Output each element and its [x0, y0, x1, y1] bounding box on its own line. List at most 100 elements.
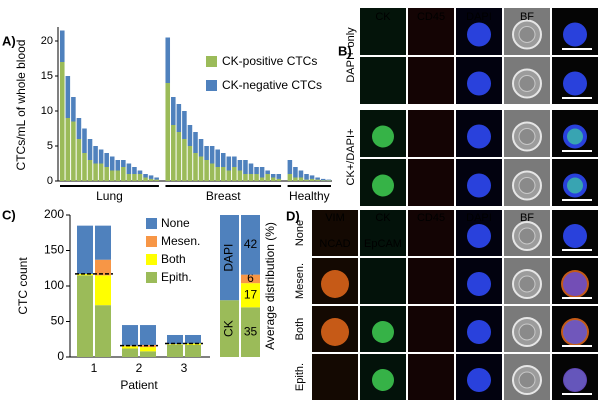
bar-segment: [198, 139, 204, 157]
y-axis-label: Average distribution (%): [263, 222, 277, 350]
bar-segment: [220, 153, 226, 167]
y-tick-label: 20: [41, 35, 53, 47]
stained-cell: [563, 368, 587, 392]
bar-segment: [254, 174, 259, 181]
row-label: Mesen.: [294, 263, 306, 299]
micrograph: [312, 354, 358, 400]
bar-segment: [122, 346, 138, 349]
bar-segment: [226, 170, 232, 181]
legend-label: CK-negative CTCs: [222, 78, 322, 92]
stained-cell: [563, 71, 587, 96]
bar-segment: [326, 179, 332, 181]
stained-cell: [467, 173, 491, 198]
column-header: BF: [520, 212, 534, 224]
legend-swatch: [146, 272, 157, 283]
column-header: CD45: [417, 212, 445, 224]
legend-swatch: [146, 218, 157, 229]
bar-segment: [148, 178, 154, 181]
bar-segment: [60, 30, 65, 62]
bar-segment: [309, 175, 315, 179]
bar-segment: [82, 153, 87, 181]
stained-cell: [467, 71, 491, 96]
bar-segment: [109, 170, 115, 181]
bar-segment: [165, 37, 171, 83]
bar-segment: [226, 156, 232, 171]
bar-segment: [171, 125, 176, 181]
row-label: Both: [294, 318, 306, 341]
bar-segment: [265, 170, 270, 174]
bar-segment: [220, 215, 239, 301]
bar-segment: [209, 163, 215, 181]
bar-segment: [76, 139, 82, 181]
bar-segment: [148, 175, 154, 179]
bar-segment: [95, 225, 111, 260]
legend-label: Epith.: [161, 270, 192, 284]
column-header: DAPI: [466, 212, 492, 224]
micrograph: [360, 57, 406, 104]
bar-segment: [209, 146, 215, 164]
bar-segment: [77, 225, 93, 274]
bar-segment: [270, 177, 276, 181]
y-tick-label: 50: [51, 314, 65, 328]
y-tick-label: 0: [47, 175, 53, 187]
bar-segment: [98, 163, 104, 181]
bar-segment: [182, 139, 187, 181]
bar-segment: [167, 344, 183, 345]
bar-segment: [185, 344, 201, 357]
bar-segment: [193, 132, 198, 153]
column-header: CD45: [417, 11, 445, 23]
micrograph: [360, 210, 406, 256]
stained-cell: [563, 272, 587, 296]
bar-segment: [204, 160, 209, 181]
cell-inner: [518, 177, 536, 194]
bar-segment: [137, 170, 143, 174]
micrograph: [408, 159, 454, 206]
cell-inner: [518, 26, 536, 43]
y-tick-label: 150: [44, 243, 64, 257]
bar-segment: [143, 177, 148, 181]
bar-segment: [140, 351, 156, 357]
bar-segment: [95, 305, 111, 357]
cell-inner: [518, 128, 536, 145]
bar-segment: [93, 146, 98, 164]
stained-cell: [563, 224, 587, 248]
value-label: 17: [244, 287, 258, 301]
bar-segment: [87, 139, 93, 160]
bar-segment: [95, 275, 111, 306]
column-header: BF: [520, 11, 534, 23]
x-axis-label: Patient: [120, 378, 158, 392]
bar-segment: [132, 174, 137, 181]
column-header: CK: [375, 11, 391, 23]
bar-segment: [143, 174, 148, 178]
micrograph: [408, 110, 454, 157]
bar-segment: [115, 170, 121, 181]
stained-cell: [467, 224, 491, 248]
y-tick-label: 10: [41, 105, 53, 117]
stained-cell: [467, 124, 491, 149]
bar-segment: [293, 177, 298, 181]
bar-segment: [140, 347, 156, 352]
group-label: Healthy: [289, 189, 330, 203]
stained-cell: [467, 368, 491, 392]
bar-segment: [71, 97, 76, 122]
bar-segment: [215, 167, 220, 181]
stained-cell: [321, 270, 349, 298]
bar-segment: [259, 177, 265, 181]
bar-segment: [320, 178, 326, 181]
bar-segment: [232, 156, 237, 167]
stained-cell: [567, 128, 583, 145]
stained-cell: [372, 369, 394, 391]
bar-segment: [121, 167, 126, 181]
legend-swatch: [146, 254, 157, 265]
bar-segment: [204, 146, 209, 160]
bar-segment: [126, 163, 132, 174]
value-label: 6: [247, 271, 254, 285]
stained-cell: [372, 321, 394, 343]
bar-segment: [171, 97, 176, 125]
segment-label: DAPI: [222, 244, 236, 272]
micrograph: [408, 8, 454, 55]
bar-segment: [132, 167, 137, 174]
bar-segment: [60, 62, 65, 181]
panel-label: A): [2, 33, 16, 48]
